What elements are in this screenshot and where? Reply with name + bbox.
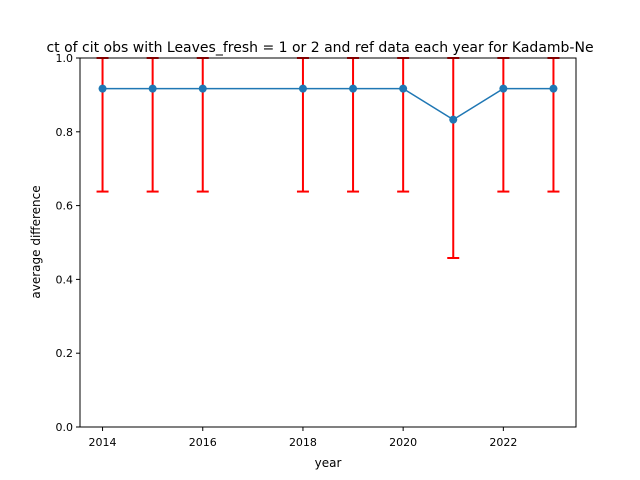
- data-point: [399, 84, 408, 93]
- data-point: [148, 84, 157, 93]
- error-bar: [497, 57, 510, 193]
- data-point: [449, 115, 458, 124]
- y-tick-label: 0.0: [56, 421, 74, 434]
- error-bar: [547, 57, 560, 193]
- data-point: [499, 84, 508, 93]
- error-bar: [146, 57, 159, 193]
- y-axis-label: average difference: [29, 185, 43, 298]
- error-bar: [397, 57, 410, 193]
- error-bar: [447, 57, 460, 259]
- error-bar: [196, 57, 209, 193]
- error-bar: [96, 57, 109, 193]
- x-tick-label: 2022: [489, 436, 517, 449]
- x-axis-label: year: [315, 456, 342, 470]
- y-tick-label: 0.8: [56, 126, 74, 139]
- error-bar: [296, 57, 309, 193]
- y-tick-label: 0.2: [56, 347, 74, 360]
- y-tick-label: 0.6: [56, 200, 74, 213]
- y-tick-label: 0.4: [56, 273, 74, 286]
- data-point: [349, 84, 358, 93]
- data-point: [549, 84, 558, 93]
- data-point: [298, 84, 307, 93]
- data-point: [198, 84, 207, 93]
- error-bar: [347, 57, 360, 193]
- x-tick-label: 2016: [189, 436, 217, 449]
- plot-area: 0.0 0.2 0.4 0.6 0.8 1.0 2014 2016 2018 2020 2022: [56, 52, 577, 449]
- x-tick-label: 2014: [89, 436, 117, 449]
- y-tick-label: 1.0: [56, 52, 74, 65]
- data-point: [98, 84, 107, 93]
- series-line: [102, 87, 554, 121]
- x-tick-label: 2020: [389, 436, 417, 449]
- axes-frame: [79, 57, 577, 428]
- x-tick-label: 2018: [289, 436, 317, 449]
- chart-title: ct of cit obs with Leaves_fresh = 1 or 2…: [46, 40, 593, 56]
